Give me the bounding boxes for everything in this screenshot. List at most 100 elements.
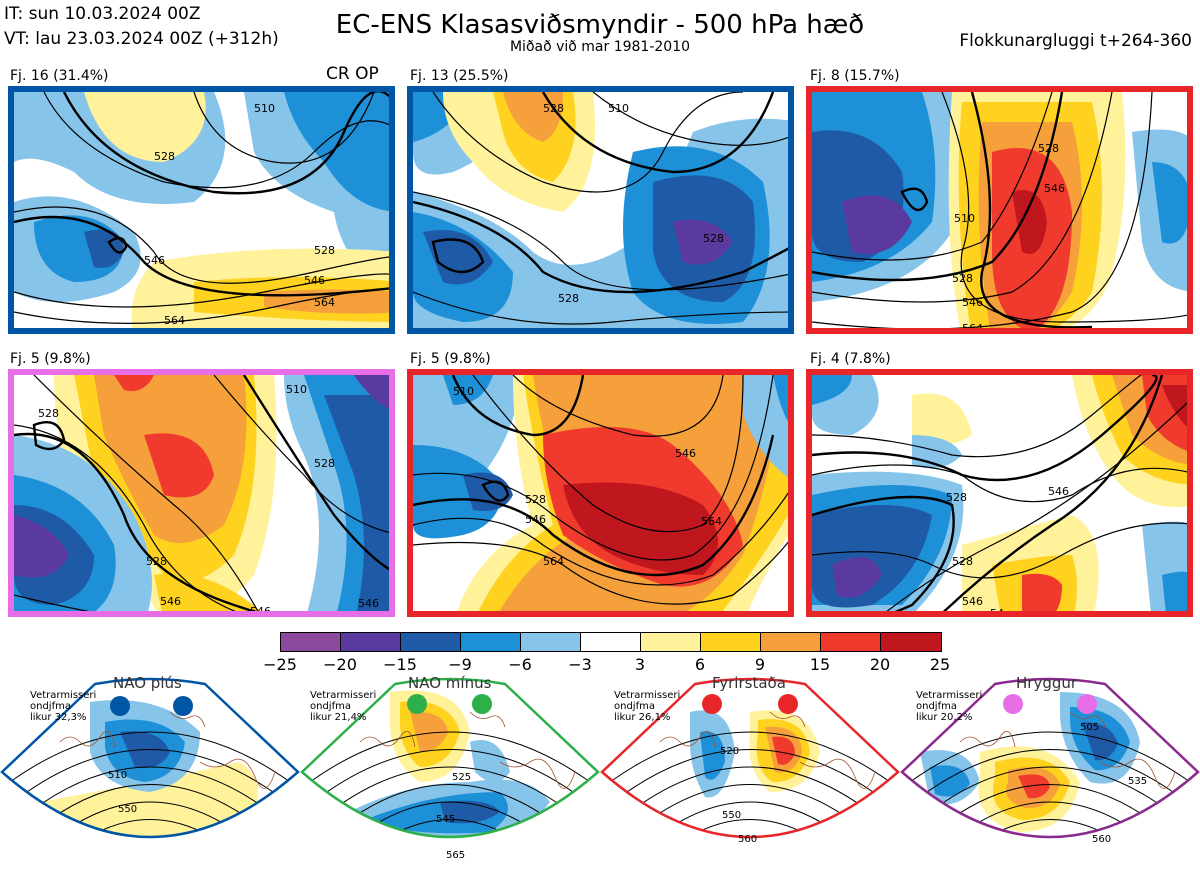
- regime-blocking-map: 520 550 560: [600, 677, 900, 845]
- colorbar-tick: −9: [448, 655, 472, 674]
- colorbar-tick: 25: [929, 655, 951, 674]
- cluster-map-1: 528 546 564 528 510 546 564: [8, 86, 395, 334]
- regime-contour-label: 520: [720, 746, 739, 757]
- regime-name: NAO plús: [113, 674, 182, 692]
- contour-label: 528: [1038, 142, 1059, 155]
- cluster-map-6-field: 528 510 546 528 546 54: [812, 375, 1187, 617]
- regime-note: Vetrarmisseri: [614, 690, 681, 701]
- contour-label: 564: [314, 296, 335, 309]
- regime-nao-plus-map: 510 550: [0, 677, 300, 839]
- contour-label: 528: [952, 272, 973, 285]
- cluster-map-6: 528 510 546 528 546 54: [806, 369, 1193, 617]
- contour-label: 510: [954, 212, 975, 225]
- colorbar-swatch: [701, 633, 761, 651]
- colorbar-tick: 9: [754, 655, 766, 674]
- contour-label: 528: [154, 150, 175, 163]
- valid-time: VT: lau 23.03.2024 00Z (+312h): [4, 29, 279, 49]
- contour-label: 564: [962, 322, 983, 334]
- regime-nao-minus: 525 545 565 NAO mínus Vetrarmisseri ondj…: [300, 672, 600, 872]
- colorbar-swatch: [881, 633, 941, 651]
- regime-probability: likur 21,4%: [310, 712, 367, 723]
- regime-ridge: 505 535 560 Hryggur Vetrarmisseri ondjfm…: [900, 672, 1200, 872]
- colorbar-swatch: [401, 633, 461, 651]
- colorbar-tick: −15: [383, 655, 417, 674]
- contour-label: 510: [254, 102, 275, 115]
- contour-label: 546: [962, 296, 983, 309]
- colorbar-tick: 15: [809, 655, 831, 674]
- contour-label: 528: [146, 555, 167, 568]
- colorbar-tick: 20: [869, 655, 891, 674]
- regime-ridge-map: 505 535 560: [900, 677, 1200, 845]
- contour-label: 546: [250, 605, 271, 617]
- regime-name: NAO mínus: [408, 674, 492, 692]
- contour-label: 528: [952, 555, 973, 568]
- regime-name: Fyrirstaða: [712, 674, 786, 692]
- regime-note: ondjfma: [30, 701, 71, 712]
- contour-label: 546: [144, 254, 165, 267]
- colorbar-swatch: [341, 633, 401, 651]
- contour-label: 564: [701, 515, 722, 528]
- colorbar-tick: 3: [634, 655, 646, 674]
- regime-nao-minus-map: 525 545 565: [300, 677, 600, 861]
- colorbar-swatch: [521, 633, 581, 651]
- contour-label: 528: [946, 491, 967, 504]
- contour-label: 54: [990, 607, 1004, 617]
- contour-label: 510: [608, 102, 629, 115]
- regime-nao-plus: 510 550 NAO plús Vetrarmisseri ondjfma l…: [0, 672, 300, 872]
- contour-label: 510: [453, 385, 474, 398]
- contour-label: 528: [543, 102, 564, 115]
- regime-note: ondjfma: [614, 701, 655, 712]
- panel-4-label: Fj. 5 (9.8%): [10, 351, 91, 367]
- contour-label: 528: [38, 407, 59, 420]
- panel-1-label: Fj. 16 (31.4%): [10, 68, 109, 84]
- contour-label: 528: [525, 493, 546, 506]
- colorbar-tick: −6: [508, 655, 532, 674]
- contour-label: 564: [164, 314, 185, 327]
- cluster-map-2: 528 510 528 528: [407, 86, 794, 334]
- colorbar-tick: 6: [694, 655, 706, 674]
- colorbar-swatch: [281, 633, 341, 651]
- regime-contour-label: 535: [1128, 776, 1147, 787]
- cluster-map-3: 528 546 510 528 546 564: [806, 86, 1193, 334]
- contour-label: 510: [286, 383, 307, 396]
- regime-contour-label: 560: [738, 834, 757, 845]
- regime-contour-label: 510: [108, 770, 127, 781]
- regime-contour-label: 505: [1080, 722, 1099, 733]
- colorbar-swatch: [581, 633, 641, 651]
- contour-label: 546: [1048, 485, 1069, 498]
- panel-1-tag: CR OP: [326, 64, 379, 84]
- regime-contour-label: 550: [118, 804, 137, 815]
- regime-note: ondjfma: [310, 701, 351, 712]
- contour-label: 528: [314, 457, 335, 470]
- regime-contour-label: 565: [446, 850, 465, 861]
- regime-note: ondjfma: [916, 701, 957, 712]
- contour-label: 546: [1044, 182, 1065, 195]
- colorbar-swatch: [641, 633, 701, 651]
- page-subtitle: Miðað við mar 1981-2010: [509, 39, 691, 55]
- contour-label: 528: [314, 244, 335, 257]
- regime-probability: likur 26,1%: [614, 712, 671, 723]
- page-title: EC-ENS Klasasviðsmyndir - 500 hPa hæð: [335, 10, 865, 40]
- cluster-map-5-field: 510 528 546 564 546 564: [413, 375, 788, 611]
- colorbar-tick: −25: [263, 655, 297, 674]
- contour-label: 564: [543, 555, 564, 568]
- contour-label: 546: [525, 513, 546, 526]
- cluster-map-2-field: 528 510 528 528: [413, 92, 788, 328]
- cluster-map-1-field: 528 546 564 528 510 546 564: [14, 92, 389, 328]
- contour-label: 546: [304, 274, 325, 287]
- cluster-map-4: 528 510 528 528 546 546 546: [8, 369, 395, 617]
- colorbar: [280, 632, 942, 652]
- panel-5-label: Fj. 5 (9.8%): [410, 351, 491, 367]
- regime-note: Vetrarmisseri: [30, 690, 97, 701]
- regime-blocking: 520 550 560 Fyrirstaða Vetrarmisseri ond…: [600, 672, 900, 872]
- regime-probability: likur 20,2%: [916, 712, 973, 723]
- contour-label: 546: [962, 595, 983, 608]
- regime-contour-label: 545: [436, 814, 455, 825]
- cluster-map-4-field: 528 510 528 528 546 546 546: [14, 375, 389, 617]
- colorbar-tick: −3: [568, 655, 592, 674]
- colorbar-swatch: [461, 633, 521, 651]
- colorbar-tick: −20: [323, 655, 357, 674]
- cluster-map-5: 510 528 546 564 546 564: [407, 369, 794, 617]
- panel-3-label: Fj. 8 (15.7%): [810, 68, 900, 84]
- initial-time: IT: sun 10.03.2024 00Z: [4, 4, 201, 24]
